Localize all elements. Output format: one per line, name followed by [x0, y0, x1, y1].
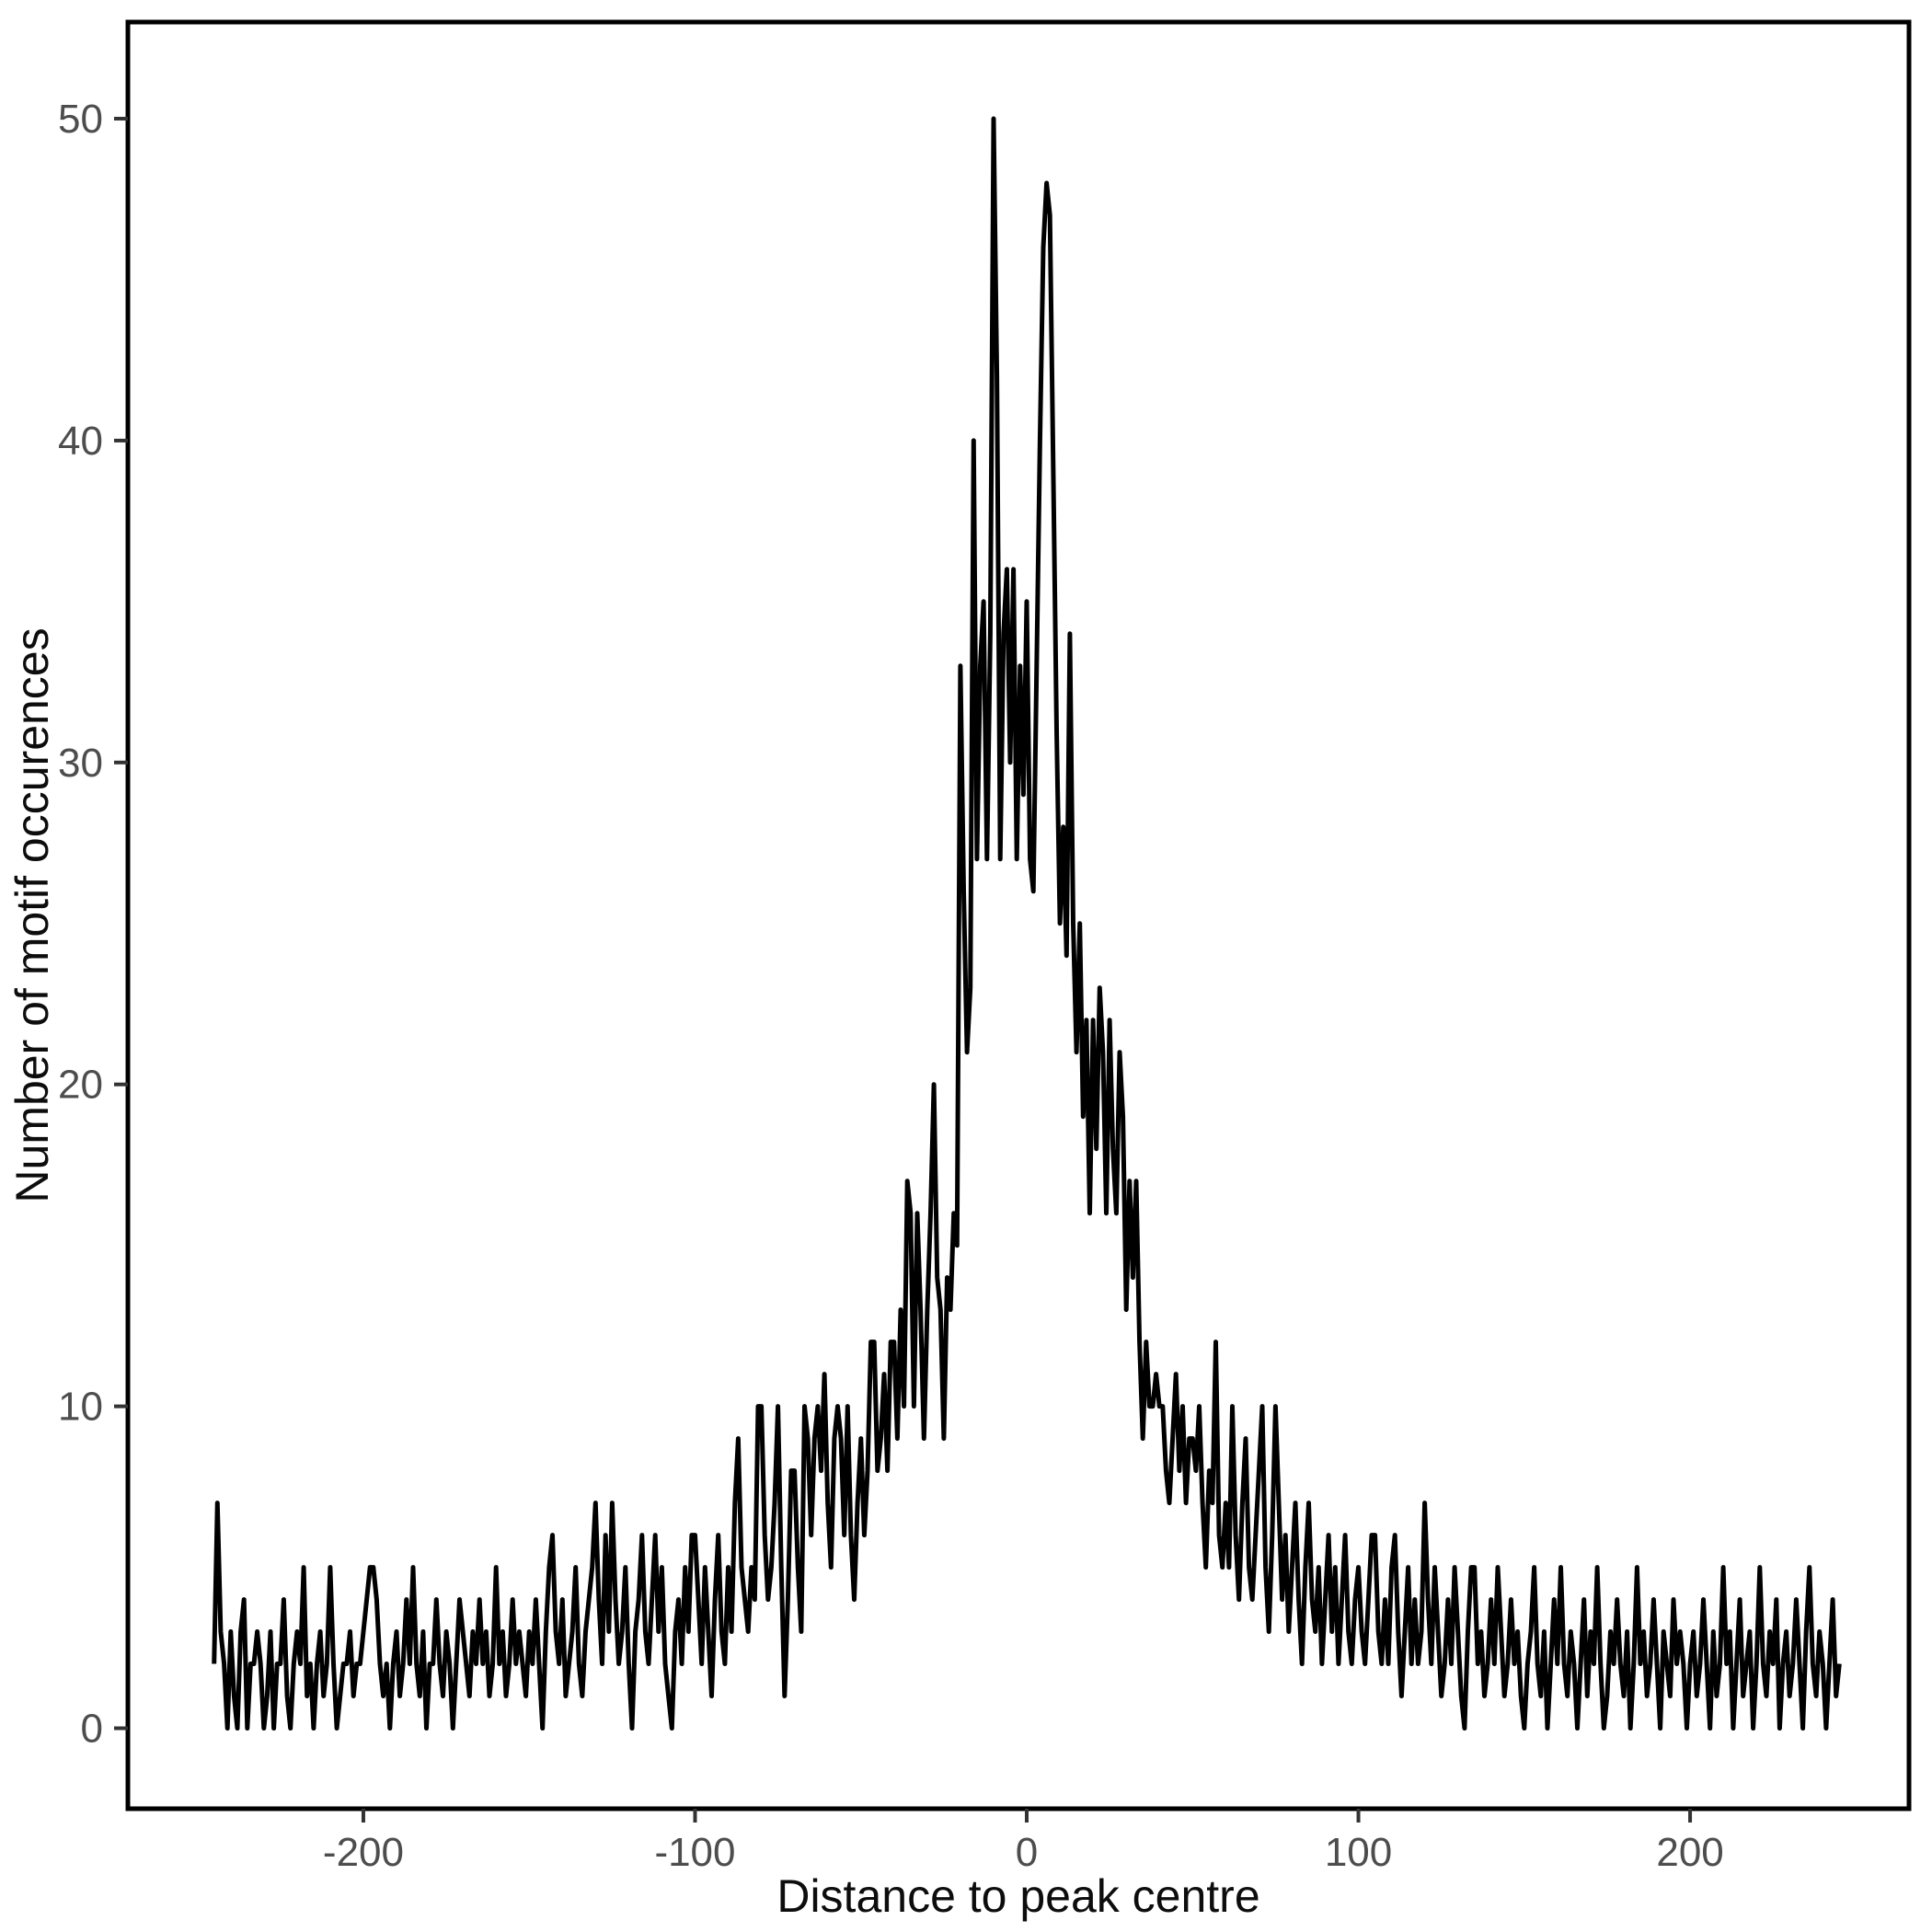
- axis-tick-label: 20: [58, 1063, 103, 1108]
- axis-tick-label: 30: [58, 741, 103, 786]
- x-axis-title: Distance to peak centre: [776, 1870, 1259, 1922]
- axis-tick-label: 50: [58, 97, 103, 142]
- axis-tick-label: -200: [323, 1830, 404, 1875]
- axis-tick-label: -100: [654, 1830, 735, 1875]
- axis-tick-label: 0: [81, 1707, 103, 1752]
- series-polyline: [212, 116, 1842, 1731]
- y-axis-title: Number of motif occurences: [6, 627, 58, 1202]
- axis-tick-label: 100: [1325, 1830, 1392, 1875]
- axis-tick-label: 40: [58, 419, 103, 464]
- axis-tick-label: 10: [58, 1385, 103, 1430]
- axis-tick-label: 200: [1656, 1830, 1723, 1875]
- data-series-line: [212, 116, 1842, 1731]
- plot-panel-border: [125, 19, 1912, 1811]
- x-axis-ticks: -200 -100 0 100 200: [323, 1809, 1724, 1875]
- plot-panel-background: [128, 22, 1909, 1809]
- y-axis-ticks: 0 10 20 30 40 50: [58, 97, 128, 1752]
- axis-tick-label: 0: [1016, 1830, 1038, 1875]
